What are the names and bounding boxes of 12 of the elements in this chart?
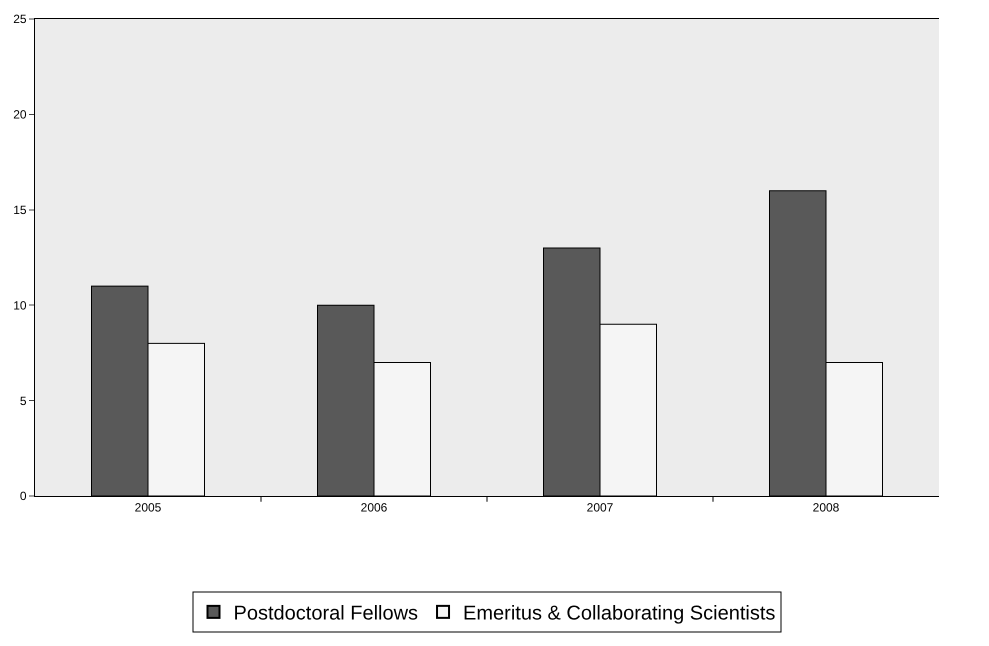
y-tick-label: 10 (13, 298, 27, 312)
y-tick-label: 25 (13, 12, 27, 26)
y-tick-label: 0 (20, 489, 27, 504)
legend-label: Emeritus & Collaborating Scientists (463, 602, 776, 625)
x-tick-label: 2008 (812, 500, 840, 514)
y-tick-label: 5 (20, 394, 27, 408)
x-tick-label: 2006 (360, 500, 388, 514)
y-tick-label: 20 (13, 108, 27, 122)
y-tick-label: 15 (13, 203, 27, 217)
x-tick-label: 2007 (586, 500, 614, 514)
x-tick-label: 2005 (134, 500, 162, 514)
legend-label: Postdoctoral Fellows (234, 602, 418, 625)
